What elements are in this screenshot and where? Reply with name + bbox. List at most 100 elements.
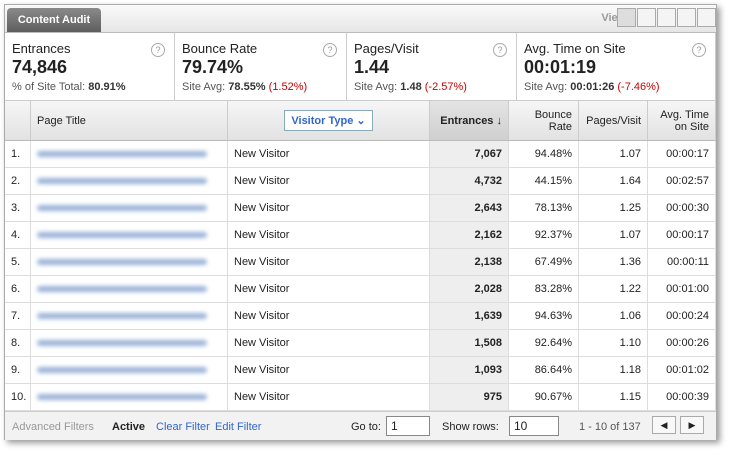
blurred-page-title[interactable] — [37, 286, 207, 292]
page-title-cell — [30, 383, 228, 411]
metric-label: Entrances — [12, 41, 71, 56]
entrances: 2,028 — [429, 275, 509, 303]
avg-time: 00:00:26 — [647, 329, 716, 357]
blurred-page-title[interactable] — [37, 259, 207, 265]
rows-label: Show rows: — [442, 421, 499, 433]
note-value: 78.55% — [228, 81, 266, 93]
note-label: % of Site Total: — [12, 81, 86, 93]
visitor-type-dropdown[interactable]: Visitor Type ⌄ — [284, 110, 373, 131]
pie-view-icon[interactable] — [637, 8, 656, 27]
page-title-cell — [30, 167, 228, 195]
bounce-rate: 86.64% — [508, 356, 579, 384]
page-title-cell — [30, 194, 228, 222]
edit-filter[interactable]: Edit Filter — [215, 421, 262, 433]
compare-view-icon[interactable] — [677, 8, 696, 27]
data-table: Page Title Visitor Type ⌄ Entrances ↓ Bounc… — [5, 101, 716, 411]
page-title-cell — [30, 221, 228, 249]
visitor-type: New Visitor — [227, 248, 430, 276]
blurred-page-title[interactable] — [37, 151, 207, 157]
table-row: 5. New Visitor 2,138 67.49% 1.36 00:00:11 — [5, 248, 716, 276]
metric-note: Site Avg: 1.48 (-2.57%) — [354, 81, 467, 93]
help-icon[interactable]: ? — [323, 43, 337, 57]
avg-time: 00:00:17 — [647, 140, 716, 168]
entrances: 2,643 — [429, 194, 509, 222]
column-header[interactable]: Entrances ↓ — [429, 101, 509, 141]
avg-time: 00:00:30 — [647, 194, 716, 222]
bounce-rate: 67.49% — [508, 248, 579, 276]
tab-bar: Content Audit Views: — [5, 5, 716, 33]
metric-value: 74,846 — [12, 57, 68, 77]
pages-per-visit: 1.07 — [578, 221, 648, 249]
table-row: 4. New Visitor 2,162 92.37% 1.07 00:00:17 — [5, 221, 716, 249]
entrances: 7,067 — [429, 140, 509, 168]
metric-label: Bounce Rate — [182, 41, 258, 56]
metric-value: 00:01:19 — [524, 57, 597, 77]
page-title-cell — [30, 140, 228, 168]
metric-note: % of Site Total: 80.91% — [12, 81, 126, 93]
note-value: 1.48 — [400, 81, 422, 93]
column-header[interactable]: Bounce Rate — [508, 101, 579, 141]
page-title-cell — [30, 329, 228, 357]
bar-view-icon[interactable] — [657, 8, 676, 27]
pages-per-visit: 1.10 — [578, 329, 648, 357]
entrances: 975 — [429, 383, 509, 411]
blurred-page-title[interactable] — [37, 367, 207, 373]
pivot-view-icon[interactable] — [697, 8, 716, 27]
row-index: 7. — [5, 302, 31, 330]
summary-cell: Bounce Rate 79.74% Site Avg: 78.55% (1.52%… — [175, 33, 347, 100]
blurred-page-title[interactable] — [37, 178, 207, 184]
advanced-filters[interactable]: Advanced Filters — [12, 421, 94, 433]
row-index: 5. — [5, 248, 31, 276]
blurred-page-title[interactable] — [37, 313, 207, 319]
column-header: Page Title — [30, 101, 228, 141]
page-title-cell — [30, 248, 228, 276]
table-row: 9. New Visitor 1,093 86.64% 1.18 00:01:02 — [5, 356, 716, 384]
index-header — [5, 101, 31, 141]
blurred-page-title[interactable] — [37, 394, 207, 400]
entrances: 1,508 — [429, 329, 509, 357]
clear-filter[interactable]: Clear Filter — [156, 421, 210, 433]
bounce-rate: 83.28% — [508, 275, 579, 303]
column-header[interactable]: Avg. Time on Site — [647, 101, 716, 141]
prev-page[interactable]: ◀ — [652, 416, 676, 434]
table-row: 2. New Visitor 4,732 44.15% 1.64 00:02:57 — [5, 167, 716, 195]
help-icon[interactable]: ? — [692, 43, 706, 57]
help-icon[interactable]: ? — [493, 43, 507, 57]
bounce-rate: 78.13% — [508, 194, 579, 222]
row-index: 10. — [5, 383, 31, 411]
avg-time: 00:01:02 — [647, 356, 716, 384]
visitor-type: New Visitor — [227, 329, 430, 357]
visitor-type: New Visitor — [227, 140, 430, 168]
row-index: 8. — [5, 329, 31, 357]
row-index: 9. — [5, 356, 31, 384]
blurred-page-title[interactable] — [37, 340, 207, 346]
column-header[interactable]: Pages/Visit — [578, 101, 648, 141]
next-page[interactable]: ▶ — [680, 416, 704, 434]
page-title-cell — [30, 302, 228, 330]
report-tab[interactable]: Content Audit — [7, 8, 101, 32]
blurred-page-title[interactable] — [37, 232, 207, 238]
metric-label: Pages/Visit — [354, 41, 419, 56]
table-view-icon[interactable] — [617, 8, 636, 27]
bounce-rate: 44.15% — [508, 167, 579, 195]
pages-per-visit: 1.06 — [578, 302, 648, 330]
note-value: 80.91% — [88, 81, 126, 93]
help-icon[interactable]: ? — [151, 43, 165, 57]
dropdown-label: Visitor Type — [291, 115, 354, 127]
note-change: (1.52%) — [268, 81, 308, 93]
metric-label: Avg. Time on Site — [524, 41, 626, 56]
blurred-page-title[interactable] — [37, 205, 207, 211]
note-label: Site Avg: — [354, 81, 398, 93]
rows-select[interactable]: 10 — [509, 416, 559, 436]
pages-per-visit: 1.15 — [578, 383, 648, 411]
table-row: 1. New Visitor 7,067 94.48% 1.07 00:00:17 — [5, 140, 716, 168]
page-title-cell — [30, 356, 228, 384]
goto-input[interactable]: 1 — [386, 416, 430, 436]
bounce-rate: 94.48% — [508, 140, 579, 168]
entrances: 2,162 — [429, 221, 509, 249]
table-footer: Advanced Filters Active Clear Filter Edi… — [5, 411, 716, 440]
row-index: 4. — [5, 221, 31, 249]
note-value: 00:01:26 — [570, 81, 615, 93]
